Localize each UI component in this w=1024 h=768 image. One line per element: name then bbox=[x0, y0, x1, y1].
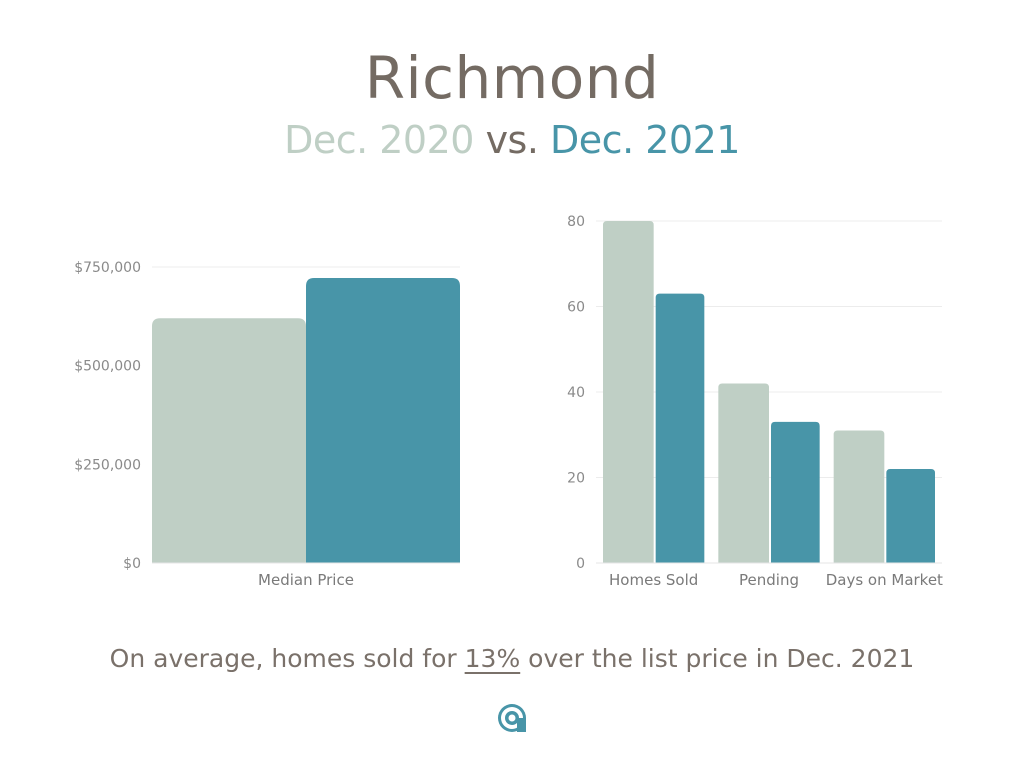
x-tick-label: Homes Sold bbox=[609, 571, 698, 589]
page-title: Richmond bbox=[364, 44, 660, 112]
y-tick-label: 60 bbox=[567, 300, 585, 316]
footer-suffix: over the list price in Dec. 2021 bbox=[520, 644, 915, 673]
bar bbox=[833, 430, 885, 563]
y-tick-label: $250,000 bbox=[74, 457, 141, 473]
y-tick-label: $750,000 bbox=[74, 260, 141, 276]
brand-logo-icon bbox=[498, 704, 526, 732]
x-tick-label: Median Price bbox=[258, 571, 354, 589]
footer-prefix: On average, homes sold for bbox=[109, 644, 465, 673]
y-tick-label: 0 bbox=[576, 556, 585, 572]
comparison-subtitle: Dec. 2020 vs. Dec. 2021 bbox=[0, 118, 1024, 162]
period-b-label: Dec. 2021 bbox=[550, 118, 740, 162]
bar bbox=[603, 221, 654, 563]
footer-percent: 13% bbox=[464, 644, 521, 673]
footer-note: On average, homes sold for 13% over the … bbox=[0, 644, 1024, 673]
vs-label: vs. bbox=[485, 118, 539, 162]
bar bbox=[886, 468, 935, 563]
bar bbox=[152, 318, 306, 563]
y-tick-label: $500,000 bbox=[74, 359, 141, 375]
bar bbox=[655, 293, 705, 563]
y-tick-label: 20 bbox=[567, 471, 585, 487]
bar bbox=[771, 421, 820, 563]
x-tick-label: Days on Market bbox=[826, 571, 943, 589]
bar bbox=[718, 383, 769, 563]
x-tick-label: Pending bbox=[739, 571, 799, 589]
bar bbox=[306, 278, 460, 563]
y-tick-label: 80 bbox=[567, 214, 585, 230]
y-tick-label: 40 bbox=[567, 385, 585, 401]
y-tick-label: $0 bbox=[123, 556, 141, 572]
period-a-label: Dec. 2020 bbox=[284, 118, 474, 162]
